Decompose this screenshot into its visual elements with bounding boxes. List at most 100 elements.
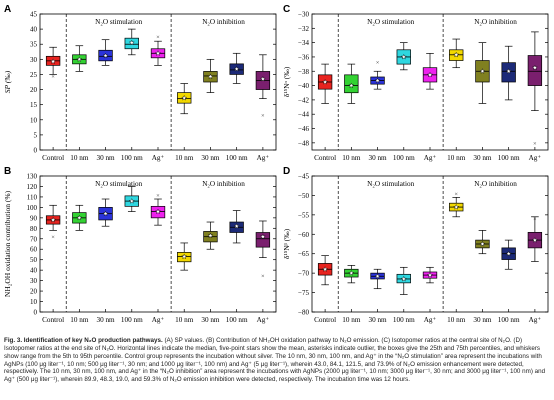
mean-star (453, 203, 460, 210)
x-tick-label: Ag⁺ (257, 154, 270, 162)
y-tick-label: −48 (298, 139, 309, 147)
x-tick-label: 100 nm (121, 316, 143, 324)
box-6 (449, 38, 464, 69)
mean-star (479, 68, 486, 74)
box-4 (396, 266, 411, 295)
mean-star (505, 68, 512, 74)
x-tick-label: Control (42, 154, 64, 162)
x-tick-label: 30 nm (201, 154, 220, 162)
box-9: × (255, 54, 271, 120)
x-tick-label: 30 nm (201, 316, 220, 324)
outlier-marker: × (454, 191, 458, 198)
mean-star (400, 53, 407, 60)
x-tick-label: Ag⁺ (529, 316, 542, 324)
x-tick-label: Ag⁺ (529, 154, 542, 162)
x-tick-label: Ag⁺ (152, 316, 165, 324)
box-7 (203, 221, 218, 250)
box-8 (229, 52, 244, 84)
figure-svg: A N₂O stimulation N₂O inhibition 0 5 10 15 20 25… (3, 4, 549, 324)
y-tick-label: 30 (30, 56, 38, 64)
y-tick-label: 0 (34, 309, 38, 317)
caption-title: Fig. 3. Identification of key N₂O produc… (4, 337, 163, 344)
mean-star (374, 77, 381, 84)
mean-star (505, 250, 512, 257)
box-5 (422, 266, 438, 284)
y-tick-label: 10 (30, 116, 38, 124)
y-tick-label: 80 (30, 225, 38, 233)
x-tick-label: 10 nm (70, 316, 89, 324)
y-tick-label: 35 (30, 41, 38, 49)
box-2 (72, 204, 87, 231)
x-tick-label: 10 nm (447, 316, 466, 324)
x-tick-label: 10 nm (447, 154, 466, 162)
box-7 (203, 58, 218, 93)
box-7 (475, 230, 490, 255)
box-3: × (370, 59, 385, 90)
y-tick-label: −30 (298, 11, 309, 19)
y-tick-label: 45 (30, 11, 38, 19)
x-tick-label: 10 nm (342, 316, 361, 324)
region-label: N₂O inhibition (474, 18, 517, 26)
outlier-marker: × (533, 216, 537, 223)
box-body (255, 232, 271, 248)
y-tick-label: −45 (298, 173, 309, 181)
mean-star (76, 214, 83, 221)
y-tick-label: 15 (30, 101, 38, 109)
box-5: × (150, 34, 166, 66)
figure-panels: A N₂O stimulation N₂O inhibition 0 5 10 15 20 25… (3, 4, 549, 324)
y-tick-label: 100 (27, 204, 38, 212)
y-tick-label: 110 (27, 193, 38, 201)
outlier-marker: × (51, 73, 55, 80)
outlier-marker: × (261, 113, 265, 120)
x-tick-label: 100 nm (121, 154, 143, 162)
region-label: N₂O stimulation (367, 18, 414, 26)
box-1: × (45, 204, 61, 241)
x-tick-label: Ag⁺ (424, 154, 437, 162)
y-tick-label: 20 (30, 288, 38, 296)
panel-label: C (283, 4, 290, 15)
y-tick-label: −70 (298, 270, 309, 278)
x-tick-label: 30 nm (368, 154, 387, 162)
x-tick-label: 30 nm (96, 154, 115, 162)
mean-star (233, 65, 240, 72)
box-8 (501, 239, 516, 270)
y-axis-label: SP (‰) (3, 70, 12, 93)
mean-star (154, 208, 162, 215)
mean-star (322, 78, 329, 85)
region-label: N₂O stimulation (95, 180, 142, 188)
mean-star (102, 52, 109, 59)
box-2 (72, 45, 87, 72)
y-tick-label: −40 (298, 82, 309, 90)
x-tick-label: Ag⁺ (257, 316, 270, 324)
mean-star (479, 240, 486, 247)
x-tick-label: 100 nm (226, 316, 248, 324)
outlier-marker: × (156, 34, 160, 41)
mean-star (128, 197, 135, 204)
mean-star (154, 50, 162, 56)
x-tick-label: 10 nm (175, 316, 194, 324)
box-6 (177, 242, 192, 271)
y-tick-label: 40 (30, 26, 38, 34)
box-4 (396, 42, 411, 71)
outlier-marker: × (533, 140, 537, 147)
box-4 (124, 186, 139, 212)
y-tick-label: −36 (298, 53, 309, 61)
panel-b: B N₂O stimulation N₂O inhibition 0 10 20 30 40 5… (3, 166, 277, 324)
panel-label: A (4, 4, 11, 15)
y-tick-label: 70 (30, 235, 38, 243)
region-label: N₂O inhibition (202, 18, 245, 26)
box-9: × (255, 220, 271, 280)
mean-star (128, 39, 135, 46)
y-tick-label: 20 (30, 86, 38, 94)
x-tick-label: Ag⁺ (152, 154, 165, 162)
mean-star (207, 73, 214, 80)
y-tick-label: −60 (298, 231, 309, 239)
y-tick-label: −32 (298, 25, 309, 33)
mean-star (102, 210, 109, 217)
y-tick-label: −42 (298, 96, 309, 104)
mean-star (322, 266, 329, 272)
y-axis-label: NH₂OH oxidation contribution (%) (3, 190, 12, 297)
x-tick-label: 10 nm (342, 154, 361, 162)
mean-star (453, 51, 460, 58)
y-tick-label: −65 (298, 250, 309, 258)
